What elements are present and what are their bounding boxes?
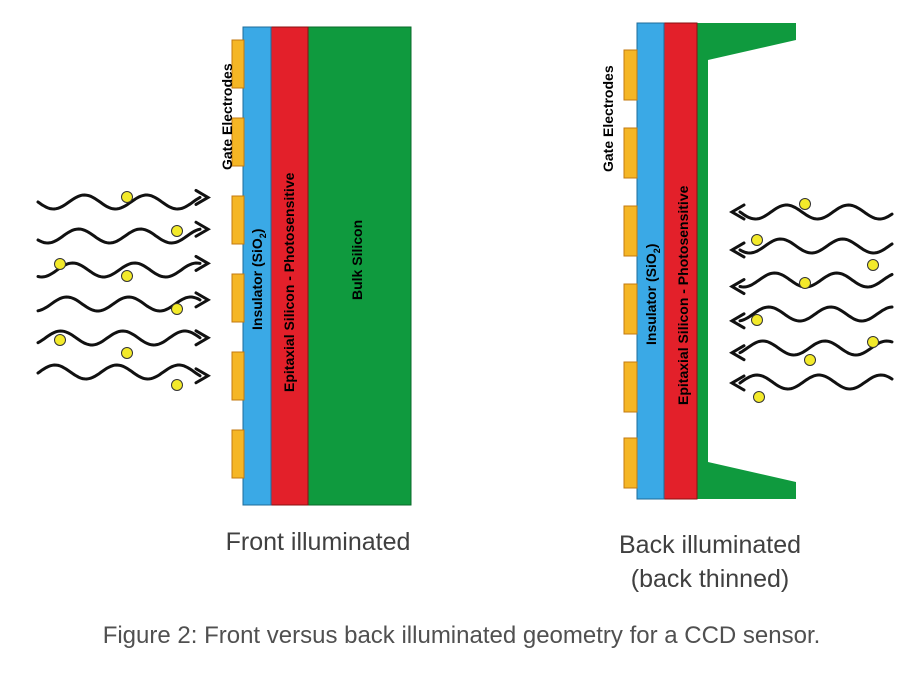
back-incoming-photons bbox=[729, 198, 894, 403]
front-photon-arrowhead bbox=[194, 188, 211, 206]
front-bulk-silicon-layer bbox=[306, 26, 412, 506]
front-gate-electrode bbox=[231, 195, 245, 245]
front-photon-dot bbox=[121, 191, 133, 203]
front-epitaxial-layer bbox=[269, 26, 309, 506]
back-gate-electrode bbox=[623, 437, 638, 489]
back-gate-electrode bbox=[623, 283, 638, 335]
back-insulator-label: Insulator (SiO2) bbox=[643, 244, 662, 345]
back-photon-dot bbox=[804, 354, 816, 366]
front-gate-electrode bbox=[231, 39, 245, 89]
front-photon-wave bbox=[36, 227, 202, 245]
back-epitaxial-layer bbox=[662, 22, 698, 500]
back-photon-arrowhead bbox=[729, 203, 746, 221]
back-gate-electrode bbox=[623, 205, 638, 257]
back-photon-wave bbox=[738, 339, 894, 357]
back-gate-electrode bbox=[623, 361, 638, 413]
back-illuminated-caption-line1: Back illuminated bbox=[618, 531, 802, 559]
front-epitaxial-label: Epitaxial Silicon - Photosensitive bbox=[281, 172, 297, 392]
back-gate-electrodes bbox=[623, 49, 638, 489]
back-photon-arrowhead bbox=[729, 312, 746, 330]
front-photon-dot bbox=[54, 334, 66, 346]
back-photon-wave bbox=[738, 271, 894, 289]
figure-caption: Figure 2: Front versus back illuminated … bbox=[102, 622, 821, 649]
front-photon-arrowhead bbox=[194, 329, 211, 347]
front-photon-arrowhead bbox=[194, 254, 211, 272]
back-photon-dot bbox=[799, 277, 811, 289]
back-gate-electrode bbox=[623, 127, 638, 179]
front-insulator-layer bbox=[242, 26, 272, 506]
front-gate-electrode bbox=[231, 429, 245, 479]
back-insulator-layer bbox=[636, 22, 665, 500]
front-photon-dot bbox=[121, 347, 133, 359]
front-photon-arrowhead bbox=[194, 291, 211, 309]
back-photon-wave bbox=[738, 237, 894, 255]
front-photon-dot bbox=[171, 303, 183, 315]
back-photon-dot bbox=[753, 391, 765, 403]
back-epitaxial-label: Epitaxial Silicon - Photosensitive bbox=[675, 185, 691, 405]
front-photon-dot bbox=[171, 379, 183, 391]
front-photon-dot bbox=[54, 258, 66, 270]
front-bulk-silicon-label: Bulk Silicon bbox=[349, 220, 365, 300]
front-illuminated-caption: Front illuminated bbox=[225, 528, 411, 556]
front-photon-dot bbox=[171, 225, 183, 237]
front-photon-wave bbox=[36, 193, 202, 211]
front-gate-electrodes-label: Gate Electrodes bbox=[219, 63, 235, 170]
front-gate-electrode bbox=[231, 351, 245, 401]
front-gate-electrode bbox=[231, 117, 245, 167]
back-photon-dot bbox=[751, 234, 763, 246]
back-illuminated-panel: Gate Electrodes Insulator (SiO2) Epitaxi… bbox=[600, 22, 894, 500]
front-gate-electrode bbox=[231, 273, 245, 323]
front-photon-wave bbox=[36, 363, 202, 381]
back-photon-dot bbox=[867, 259, 879, 271]
back-photon-dot bbox=[799, 198, 811, 210]
back-photon-wave bbox=[738, 373, 894, 391]
back-photon-arrowhead bbox=[729, 278, 746, 296]
back-bulk-silicon-frame bbox=[696, 23, 796, 499]
back-illuminated-caption-line2: (back thinned) bbox=[630, 565, 790, 593]
back-gate-electrodes-label: Gate Electrodes bbox=[600, 65, 616, 172]
front-illuminated-panel: Gate Electrodes Insulator (SiO2) Epitaxi… bbox=[36, 26, 412, 506]
back-photon-wave bbox=[738, 203, 894, 221]
back-photon-dot bbox=[751, 314, 763, 326]
back-photon-dot bbox=[867, 336, 879, 348]
back-illuminated-caption: Back illuminated (back thinned) bbox=[560, 528, 860, 596]
back-photon-arrowhead bbox=[729, 374, 746, 392]
back-photon-arrowhead bbox=[729, 344, 746, 362]
back-photon-arrowhead bbox=[729, 241, 746, 259]
front-photon-arrowhead bbox=[194, 220, 211, 238]
back-gate-electrode bbox=[623, 49, 638, 101]
back-photon-wave bbox=[738, 305, 894, 323]
front-photon-wave bbox=[36, 329, 202, 347]
front-incoming-photons bbox=[36, 188, 211, 391]
front-photon-arrowhead bbox=[194, 367, 211, 385]
front-photon-dot bbox=[121, 270, 133, 282]
front-gate-electrodes bbox=[231, 39, 245, 479]
front-insulator-label: Insulator (SiO2) bbox=[249, 229, 268, 330]
